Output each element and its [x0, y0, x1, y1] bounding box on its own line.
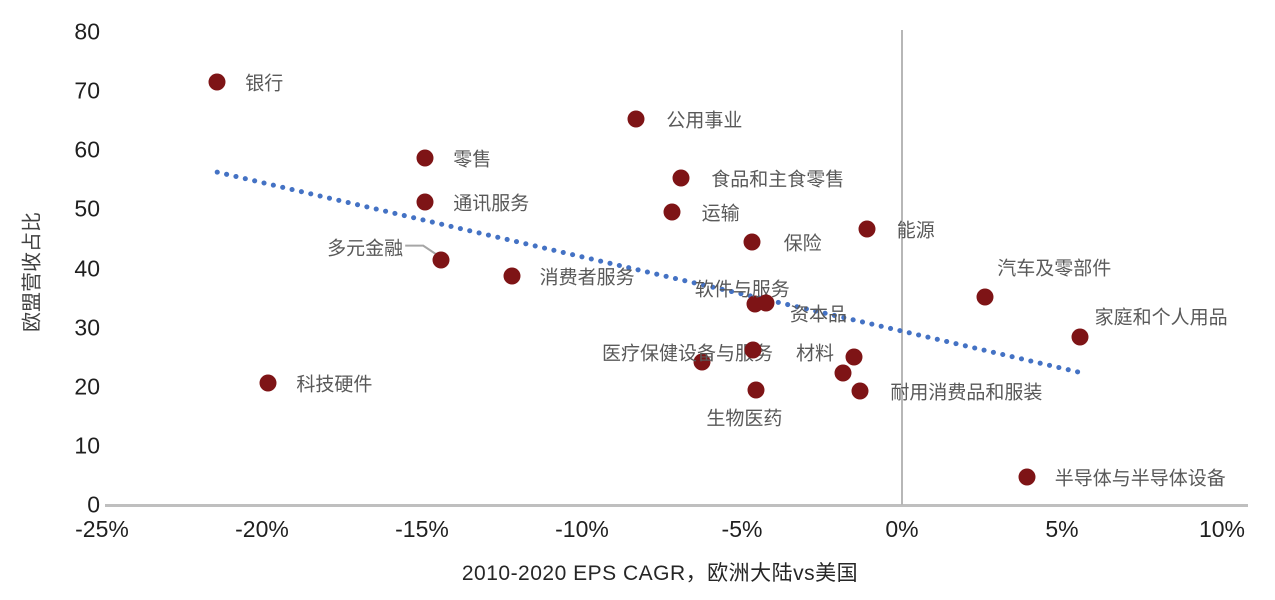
zero-gridline — [901, 30, 903, 505]
data-point — [757, 294, 775, 312]
point-label: 半导体与半导体设备 — [1054, 468, 1226, 490]
x-tick-label: 10% — [1198, 516, 1246, 542]
y-tick-label: 0 — [87, 491, 100, 518]
x-axis-title: 2010-2020 EPS CAGR，欧洲大陆vs美国 — [461, 562, 859, 585]
data-point — [208, 73, 226, 91]
y-tick-label: 50 — [74, 195, 100, 222]
point-label: 汽车及零部件 — [997, 258, 1112, 280]
point-label: 生物医药 — [706, 408, 783, 430]
point-label: 多元金融 — [327, 238, 404, 260]
point-label: 材料 — [795, 343, 834, 365]
y-tick-label: 30 — [74, 314, 100, 341]
x-tick-label: -5% — [721, 516, 763, 542]
data-point — [858, 220, 876, 238]
data-point — [834, 364, 852, 382]
point-label: 公用事业 — [666, 110, 743, 132]
data-point — [1018, 468, 1036, 486]
data-point — [976, 288, 994, 306]
y-tick-label: 60 — [74, 136, 100, 163]
point-label: 零售 — [453, 149, 492, 171]
data-point — [845, 348, 863, 366]
point-label: 运输 — [701, 203, 740, 225]
point-label: 通讯服务 — [453, 193, 530, 215]
point-label: 消费者服务 — [539, 267, 635, 289]
x-tick-label: -20% — [235, 516, 289, 542]
data-point — [693, 353, 711, 371]
y-tick-label: 20 — [74, 373, 100, 400]
point-label: 软件与服务 — [694, 279, 790, 301]
x-tick-label: -25% — [75, 516, 129, 542]
data-point — [432, 251, 450, 269]
data-point — [416, 149, 434, 167]
x-tick-label: -10% — [555, 516, 609, 542]
data-point — [663, 203, 681, 221]
y-tick-label: 40 — [74, 255, 100, 281]
x-tick-label: -15% — [395, 516, 449, 542]
data-point — [743, 233, 761, 251]
point-label: 医疗保健设备与服务 — [602, 343, 774, 365]
y-tick-label: 80 — [74, 18, 100, 45]
data-point — [259, 374, 277, 392]
x-tick-label: 0% — [885, 516, 919, 542]
data-point — [627, 110, 645, 128]
x-tick-label: 5% — [1045, 516, 1079, 542]
point-label: 科技硬件 — [296, 374, 373, 396]
data-point — [851, 382, 869, 400]
data-point — [416, 193, 434, 211]
point-label: 耐用消费品和服装 — [890, 382, 1043, 404]
point-label: 保险 — [783, 233, 822, 255]
y-tick-label: 70 — [74, 77, 100, 104]
data-point — [744, 341, 762, 359]
point-label: 银行 — [245, 73, 284, 95]
point-label: 家庭和个人用品 — [1094, 307, 1228, 329]
point-label: 能源 — [896, 220, 935, 242]
point-label: 食品和主食零售 — [711, 169, 845, 191]
data-point — [747, 381, 765, 399]
y-tick-label: 10 — [74, 432, 100, 459]
x-axis-line — [105, 504, 1248, 507]
data-point — [503, 267, 521, 285]
data-point — [1071, 328, 1089, 346]
data-point — [672, 169, 690, 187]
point-label: 资本品 — [790, 304, 848, 326]
